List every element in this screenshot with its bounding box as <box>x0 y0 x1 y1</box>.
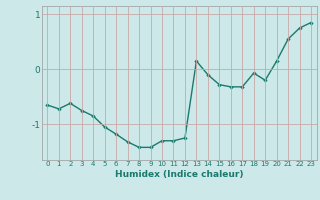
X-axis label: Humidex (Indice chaleur): Humidex (Indice chaleur) <box>115 170 244 179</box>
